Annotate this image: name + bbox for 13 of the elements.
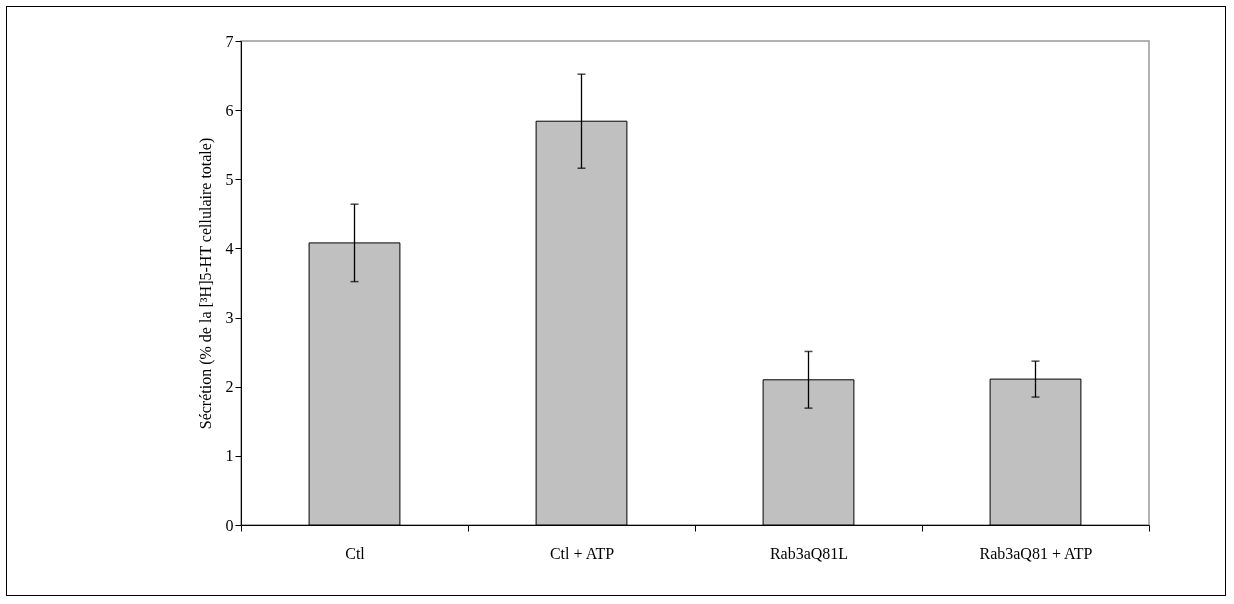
y-tick-label: 0 [225, 516, 234, 534]
y-tick-label: 1 [225, 447, 234, 465]
x-tick-label: Ctl [345, 544, 366, 562]
y-tick-label: 6 [225, 101, 234, 119]
y-tick-label: 5 [225, 170, 234, 188]
x-tick-label: Rab3aQ81 + ATP [979, 544, 1093, 562]
x-tick-label: Ctl + ATP [549, 544, 615, 562]
y-axis-title: Sécrétion (% de la [³H]5-HT cellulaire totale) [196, 137, 215, 430]
y-tick-label: 3 [225, 309, 234, 327]
y-tick-label: 2 [225, 378, 234, 396]
x-tick-label: Rab3aQ81L [769, 544, 849, 562]
y-tick-label: 7 [225, 32, 234, 50]
y-tick-label: 4 [225, 239, 234, 257]
